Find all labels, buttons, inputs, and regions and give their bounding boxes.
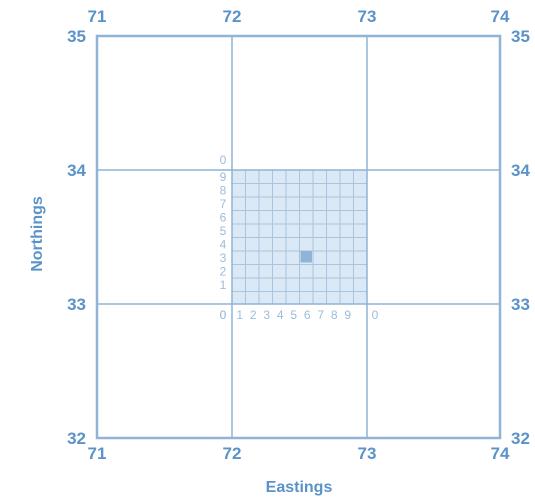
sub-northing-label: 8 — [220, 183, 227, 197]
sub-easting-label: 8 — [331, 308, 338, 322]
easting-label-top: 74 — [491, 7, 510, 26]
northing-label-left: 35 — [67, 27, 86, 46]
easting-label-bottom: 74 — [491, 444, 510, 463]
sub-easting-label: 5 — [290, 308, 297, 322]
sub-northing-label: 9 — [220, 170, 227, 184]
northing-label-right: 34 — [511, 161, 530, 180]
sub-easting-label: 0 — [372, 308, 379, 322]
easting-label-top: 71 — [88, 7, 107, 26]
sub-easting-label: 4 — [277, 308, 284, 322]
sub-easting-label: 9 — [344, 308, 351, 322]
sub-easting-label: 7 — [317, 308, 324, 322]
eastings-axis-title: Eastings — [266, 479, 333, 496]
easting-label-top: 72 — [223, 7, 242, 26]
easting-label-top: 73 — [358, 7, 377, 26]
sub-northing-label: 7 — [220, 197, 227, 211]
northing-label-left: 34 — [67, 161, 86, 180]
easting-label-bottom: 72 — [223, 444, 242, 463]
sub-northing-label: 3 — [220, 251, 227, 265]
sub-easting-label: 1 — [236, 308, 243, 322]
northings-axis-title: Northings — [29, 196, 46, 272]
northing-label-right: 32 — [511, 429, 530, 448]
easting-label-bottom: 73 — [358, 444, 377, 463]
sub-easting-label: 2 — [250, 308, 257, 322]
northing-label-left: 33 — [67, 295, 86, 314]
sub-easting-label: 6 — [304, 308, 311, 322]
sub-northing-label: 0 — [220, 153, 227, 167]
easting-label-bottom: 71 — [88, 444, 107, 463]
sub-easting-label: 3 — [263, 308, 270, 322]
sub-northing-label: 2 — [220, 264, 227, 278]
sub-northing-label: 1 — [220, 278, 227, 292]
northing-label-right: 33 — [511, 295, 530, 314]
highlighted-cell — [301, 251, 313, 263]
sub-northing-label: 0 — [220, 308, 227, 322]
northing-label-left: 32 — [67, 429, 86, 448]
sub-northing-label: 4 — [220, 237, 227, 251]
northing-label-right: 35 — [511, 27, 530, 46]
sub-northing-label: 5 — [220, 224, 227, 238]
sub-northing-label: 6 — [220, 210, 227, 224]
